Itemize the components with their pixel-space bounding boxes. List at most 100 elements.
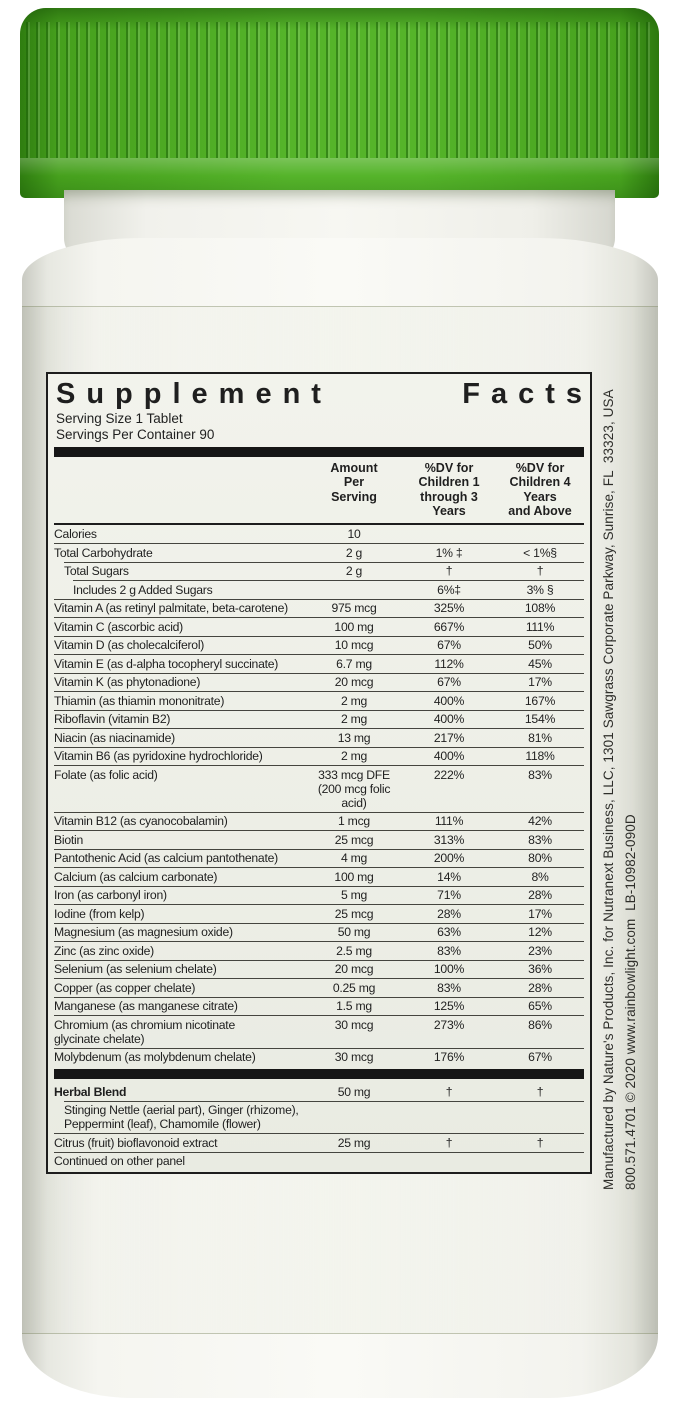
nutrient-name: Vitamin E (as d-alpha tocopheryl succina… bbox=[54, 656, 279, 671]
dv-children-1-3-value: 6%‡ bbox=[437, 582, 461, 597]
dv-children-4-plus-value: 67% bbox=[528, 1050, 552, 1065]
amount-value: 25 mcg bbox=[334, 906, 374, 921]
dv-children-4-plus-value: 36% bbox=[528, 962, 552, 977]
table-row: Riboflavin (vitamin B2) 2 mg 400% 154% bbox=[54, 709, 584, 729]
divider-bar-top bbox=[54, 446, 584, 457]
dv-children-1-3-value: 400% bbox=[433, 693, 465, 708]
nutrient-name: Manganese (as manganese citrate) bbox=[54, 999, 238, 1014]
table-row: Magnesium (as magnesium oxide) 50 mg 63% 12… bbox=[54, 922, 584, 942]
table-row: Vitamin B6 (as pyridoxine hydrochloride)… bbox=[54, 746, 584, 766]
dv-children-4-plus-value: † bbox=[536, 1084, 544, 1099]
table-row: Chromium (as chromium nicotinate glycina… bbox=[54, 1015, 584, 1048]
dv-children-4-plus-value: 45% bbox=[528, 656, 552, 671]
column-header-dv-children-1-3: %DV for Children 1 through 3 Years bbox=[418, 460, 480, 519]
nutrient-name: Herbal Blend bbox=[54, 1084, 127, 1099]
cap-top-edge bbox=[20, 8, 659, 34]
dv-children-4-plus-value: 17% bbox=[528, 906, 552, 921]
manufacturer-text: Manufactured by Nature's Products, Inc. … bbox=[601, 389, 616, 1190]
nutrient-name: Thiamin (as thiamin mononitrate) bbox=[54, 693, 225, 708]
dv-children-1-3-value: 67% bbox=[437, 675, 461, 690]
amount-value: 25 mg bbox=[337, 1135, 371, 1150]
nutrient-name: Calcium (as calcium carbonate) bbox=[54, 869, 218, 884]
dv-children-1-3-value: 1% ‡ bbox=[435, 545, 463, 560]
table-row: Vitamin A (as retinyl palmitate, beta-ca… bbox=[54, 598, 584, 618]
table-row: Herbal Blend 50 mg † † bbox=[54, 1082, 584, 1101]
amount-value: 30 mcg bbox=[334, 1017, 374, 1032]
nutrient-name: Vitamin A (as retinyl palmitate, beta-ca… bbox=[54, 601, 288, 616]
dv-children-4-plus-value: 50% bbox=[528, 638, 552, 653]
dv-children-4-plus-value: 83% bbox=[528, 832, 552, 847]
amount-value: 50 mg bbox=[337, 925, 371, 940]
table-row: Vitamin K (as phytonadione) 20 mcg 67% 17% bbox=[54, 672, 584, 692]
dv-children-1-3-value: 273% bbox=[433, 1017, 465, 1032]
amount-value: 25 mcg bbox=[334, 832, 374, 847]
column-header-dv-children-4-plus: %DV for Children 4 Years and Above bbox=[508, 460, 572, 519]
servings-per-container: Servings Per Container 90 bbox=[56, 426, 215, 442]
dv-children-4-plus-value: 65% bbox=[528, 999, 552, 1014]
amount-value: 1.5 mg bbox=[336, 999, 372, 1014]
bottle-cap bbox=[20, 8, 659, 198]
nutrient-name: Vitamin D (as cholecalciferol) bbox=[54, 638, 205, 653]
amount-value: 2 mg bbox=[340, 693, 368, 708]
nutrient-name: Pantothenic Acid (as calcium pantothenat… bbox=[54, 851, 278, 866]
nutrient-name: Total Sugars bbox=[64, 564, 129, 579]
panel-title-word-2: Facts bbox=[462, 378, 593, 410]
dv-children-1-3-value: 28% bbox=[437, 906, 461, 921]
supplement-facts-panel: Supplement Facts Serving Size 1 Tablet S… bbox=[46, 372, 592, 1175]
dv-children-4-plus-value: 154% bbox=[524, 712, 556, 727]
dv-children-4-plus-value: † bbox=[536, 564, 544, 579]
amount-value: 50 mg bbox=[337, 1084, 371, 1099]
dv-children-1-3-value: 125% bbox=[433, 999, 465, 1014]
nutrient-name: Copper (as copper chelate) bbox=[54, 980, 196, 995]
nutrient-name: Molybdenum (as molybdenum chelate) bbox=[54, 1050, 256, 1065]
nutrient-name: Chromium (as chromium nicotinate glycina… bbox=[54, 1017, 235, 1046]
dv-children-4-plus-value: 111% bbox=[525, 619, 555, 634]
divider-bar-herbal bbox=[54, 1069, 584, 1080]
table-row: Stinging Nettle (aerial part), Ginger (r… bbox=[54, 1100, 584, 1134]
table-row: Manganese (as manganese citrate) 1.5 mg 12… bbox=[54, 996, 584, 1016]
nutrient-name: Vitamin K (as phytonadione) bbox=[54, 675, 201, 690]
dv-children-4-plus-value: † bbox=[536, 1135, 544, 1150]
amount-value: 2 g bbox=[345, 545, 363, 560]
cap-ridges bbox=[26, 22, 653, 158]
table-row: Iron (as carbonyl iron) 5 mg 71% 28% bbox=[54, 885, 584, 905]
nutrient-name: Niacin (as niacinamide) bbox=[54, 730, 175, 745]
dv-children-1-3-value: 63% bbox=[437, 925, 461, 940]
column-header-amount: Amount Per Serving bbox=[330, 460, 378, 504]
dv-children-4-plus-value: 83% bbox=[528, 767, 552, 782]
dv-children-1-3-value: 111% bbox=[434, 814, 464, 829]
contact-lot-text: 800.571.4701 © 2020 www.rainbowlight.com… bbox=[623, 814, 638, 1190]
dv-children-1-3-value: † bbox=[445, 1135, 453, 1150]
dv-children-4-plus-value: 42% bbox=[528, 814, 552, 829]
dv-children-4-plus-value: 23% bbox=[528, 943, 552, 958]
amount-value: 100 mg bbox=[334, 869, 374, 884]
amount-value: 2.5 mg bbox=[336, 943, 372, 958]
dv-children-4-plus-value: 167% bbox=[524, 693, 556, 708]
amount-value: 30 mcg bbox=[334, 1050, 374, 1065]
dv-children-1-3-value: 400% bbox=[433, 749, 465, 764]
nutrient-name: Vitamin B12 (as cyanocobalamin) bbox=[54, 814, 228, 829]
nutrient-name: Citrus (fruit) bioflavonoid extract bbox=[54, 1135, 218, 1150]
dv-children-1-3-value: 325% bbox=[433, 601, 465, 616]
dv-children-1-3-value: 176% bbox=[433, 1050, 465, 1065]
dv-children-4-plus-value: 8% bbox=[531, 869, 549, 884]
table-row: Molybdenum (as molybdenum chelate) 30 mcg… bbox=[54, 1047, 584, 1067]
nutrient-name: Stinging Nettle (aerial part), Ginger (r… bbox=[64, 1103, 299, 1132]
nutrient-name: Iodine (from kelp) bbox=[54, 906, 145, 921]
dv-children-1-3-value: 400% bbox=[433, 712, 465, 727]
column-headers: Amount Per Serving %DV for Children 1 th… bbox=[54, 459, 584, 525]
dv-children-1-3-value: † bbox=[445, 1084, 453, 1099]
table-row: Niacin (as niacinamide) 13 mg 217% 81% bbox=[54, 728, 584, 747]
table-row: Copper (as copper chelate) 0.25 mg 83% 28% bbox=[54, 978, 584, 997]
facts-table: Calories 10 Total Carbohydrate 2 g 1% ‡ < 1%§… bbox=[54, 525, 584, 1171]
table-row: Total Sugars 2 g † † bbox=[54, 561, 584, 581]
panel-title: Supplement Facts bbox=[54, 378, 584, 411]
amount-value: 333 mcg DFE (200 mcg folic acid) bbox=[317, 767, 391, 810]
dv-children-4-plus-value: 86% bbox=[528, 1017, 552, 1032]
table-row: Pantothenic Acid (as calcium pantothenat… bbox=[54, 848, 584, 868]
dv-children-1-3-value: 100% bbox=[433, 962, 465, 977]
nutrient-name: Zinc (as zinc oxide) bbox=[54, 943, 154, 958]
table-row: Biotin 25 mcg 313% 83% bbox=[54, 830, 584, 849]
amount-value: 10 bbox=[347, 527, 361, 542]
